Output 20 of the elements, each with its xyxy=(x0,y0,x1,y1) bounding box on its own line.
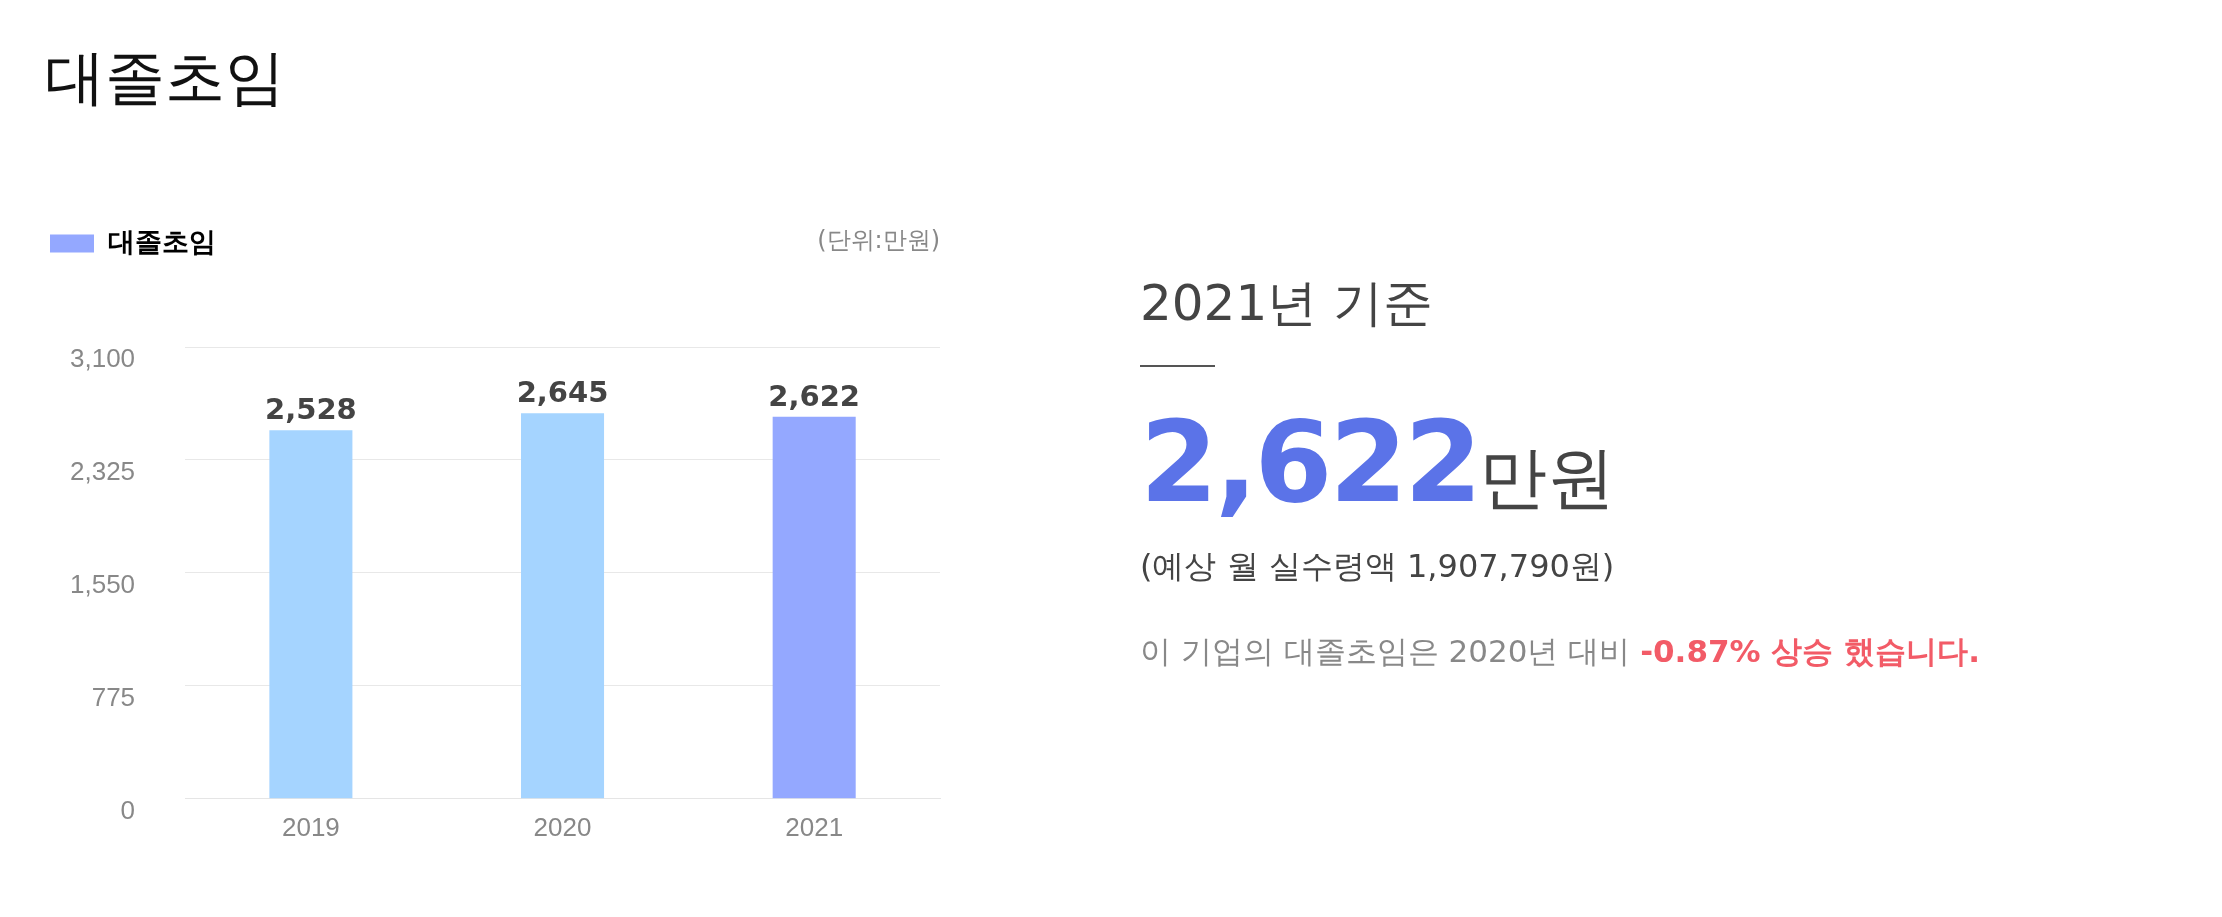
text: 2,622 xyxy=(1140,397,1480,527)
y-tick-label: 775 xyxy=(91,682,136,713)
chart-title: 대졸초임 xyxy=(45,41,285,114)
y-tick-label: 3,100 xyxy=(69,343,136,374)
text: (단위:만원) xyxy=(817,226,940,255)
data-label: 2,622 xyxy=(768,378,861,413)
x-tick-label: 2019 xyxy=(281,811,340,842)
legend-label: 대졸초임 xyxy=(107,225,216,257)
text: 이 기업의 대졸초임은 2020년 대비 xyxy=(1140,633,1632,669)
x-tick-label: 2021 xyxy=(785,811,844,842)
text: (예상 월 실수령액 1,907,790원) xyxy=(1140,547,1615,585)
text: 만원 xyxy=(1479,438,1616,517)
x-tick-label: 2020 xyxy=(533,811,592,842)
data-label: 2,645 xyxy=(516,375,609,410)
text: 2021년 기준 xyxy=(1140,274,1434,332)
data-label: 2,528 xyxy=(265,392,357,427)
y-tick-label: 1,550 xyxy=(69,569,136,600)
text: -0.87% 상승 했습니다. xyxy=(1640,633,1980,669)
y-tick-label: 2,325 xyxy=(69,456,136,487)
y-tick-label: 0 xyxy=(120,794,136,825)
